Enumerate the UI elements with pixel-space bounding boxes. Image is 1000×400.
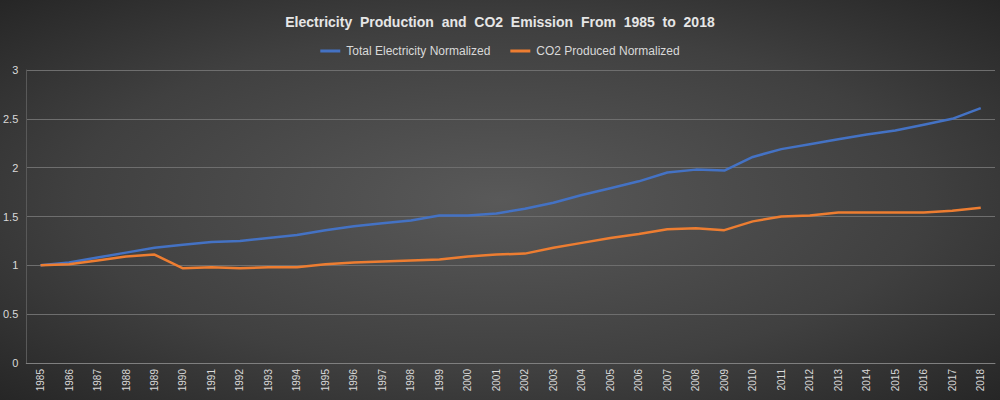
svg-text:1989: 1989 xyxy=(149,369,160,392)
svg-text:1999: 1999 xyxy=(434,369,445,392)
svg-text:2: 2 xyxy=(12,162,18,174)
svg-text:2001: 2001 xyxy=(491,369,502,392)
svg-text:1992: 1992 xyxy=(234,369,245,392)
svg-text:1993: 1993 xyxy=(263,369,274,392)
svg-text:Total Electricity Normalized: Total Electricity Normalized xyxy=(346,44,490,58)
svg-text:2.5: 2.5 xyxy=(3,113,18,125)
svg-text:2002: 2002 xyxy=(519,369,530,392)
svg-text:1.5: 1.5 xyxy=(3,211,18,223)
svg-text:2016: 2016 xyxy=(918,369,929,392)
svg-text:1: 1 xyxy=(12,259,18,271)
svg-text:2007: 2007 xyxy=(662,369,673,392)
svg-text:2017: 2017 xyxy=(947,369,958,392)
svg-text:0.5: 0.5 xyxy=(3,308,18,320)
svg-text:2015: 2015 xyxy=(890,369,901,392)
svg-text:1996: 1996 xyxy=(348,369,359,392)
svg-text:1995: 1995 xyxy=(320,369,331,392)
svg-text:1997: 1997 xyxy=(377,369,388,392)
svg-text:2004: 2004 xyxy=(576,369,587,392)
svg-text:2013: 2013 xyxy=(833,369,844,392)
svg-text:2008: 2008 xyxy=(690,369,701,392)
svg-text:1994: 1994 xyxy=(291,369,302,392)
svg-text:2003: 2003 xyxy=(548,369,559,392)
svg-text:2005: 2005 xyxy=(605,369,616,392)
svg-text:1988: 1988 xyxy=(121,369,132,392)
svg-text:2018: 2018 xyxy=(975,369,986,392)
svg-text:1986: 1986 xyxy=(64,369,75,392)
svg-text:2009: 2009 xyxy=(719,369,730,392)
svg-text:1990: 1990 xyxy=(177,369,188,392)
svg-text:2006: 2006 xyxy=(633,369,644,392)
svg-text:2014: 2014 xyxy=(861,369,872,392)
svg-text:2011: 2011 xyxy=(776,369,787,391)
svg-text:3: 3 xyxy=(12,64,18,76)
svg-text:0: 0 xyxy=(12,357,18,369)
svg-text:1987: 1987 xyxy=(92,369,103,392)
svg-text:2012: 2012 xyxy=(804,369,815,392)
svg-text:1998: 1998 xyxy=(405,369,416,392)
svg-text:2010: 2010 xyxy=(747,369,758,392)
svg-text:Electricity Production and: Electricity Production and CO2 Emission … xyxy=(285,14,715,30)
svg-text:CO2 Produced Normalized: CO2 Produced Normalized xyxy=(536,44,679,58)
svg-text:2000: 2000 xyxy=(462,369,473,392)
svg-text:1991: 1991 xyxy=(206,369,217,392)
svg-text:1985: 1985 xyxy=(35,369,46,392)
